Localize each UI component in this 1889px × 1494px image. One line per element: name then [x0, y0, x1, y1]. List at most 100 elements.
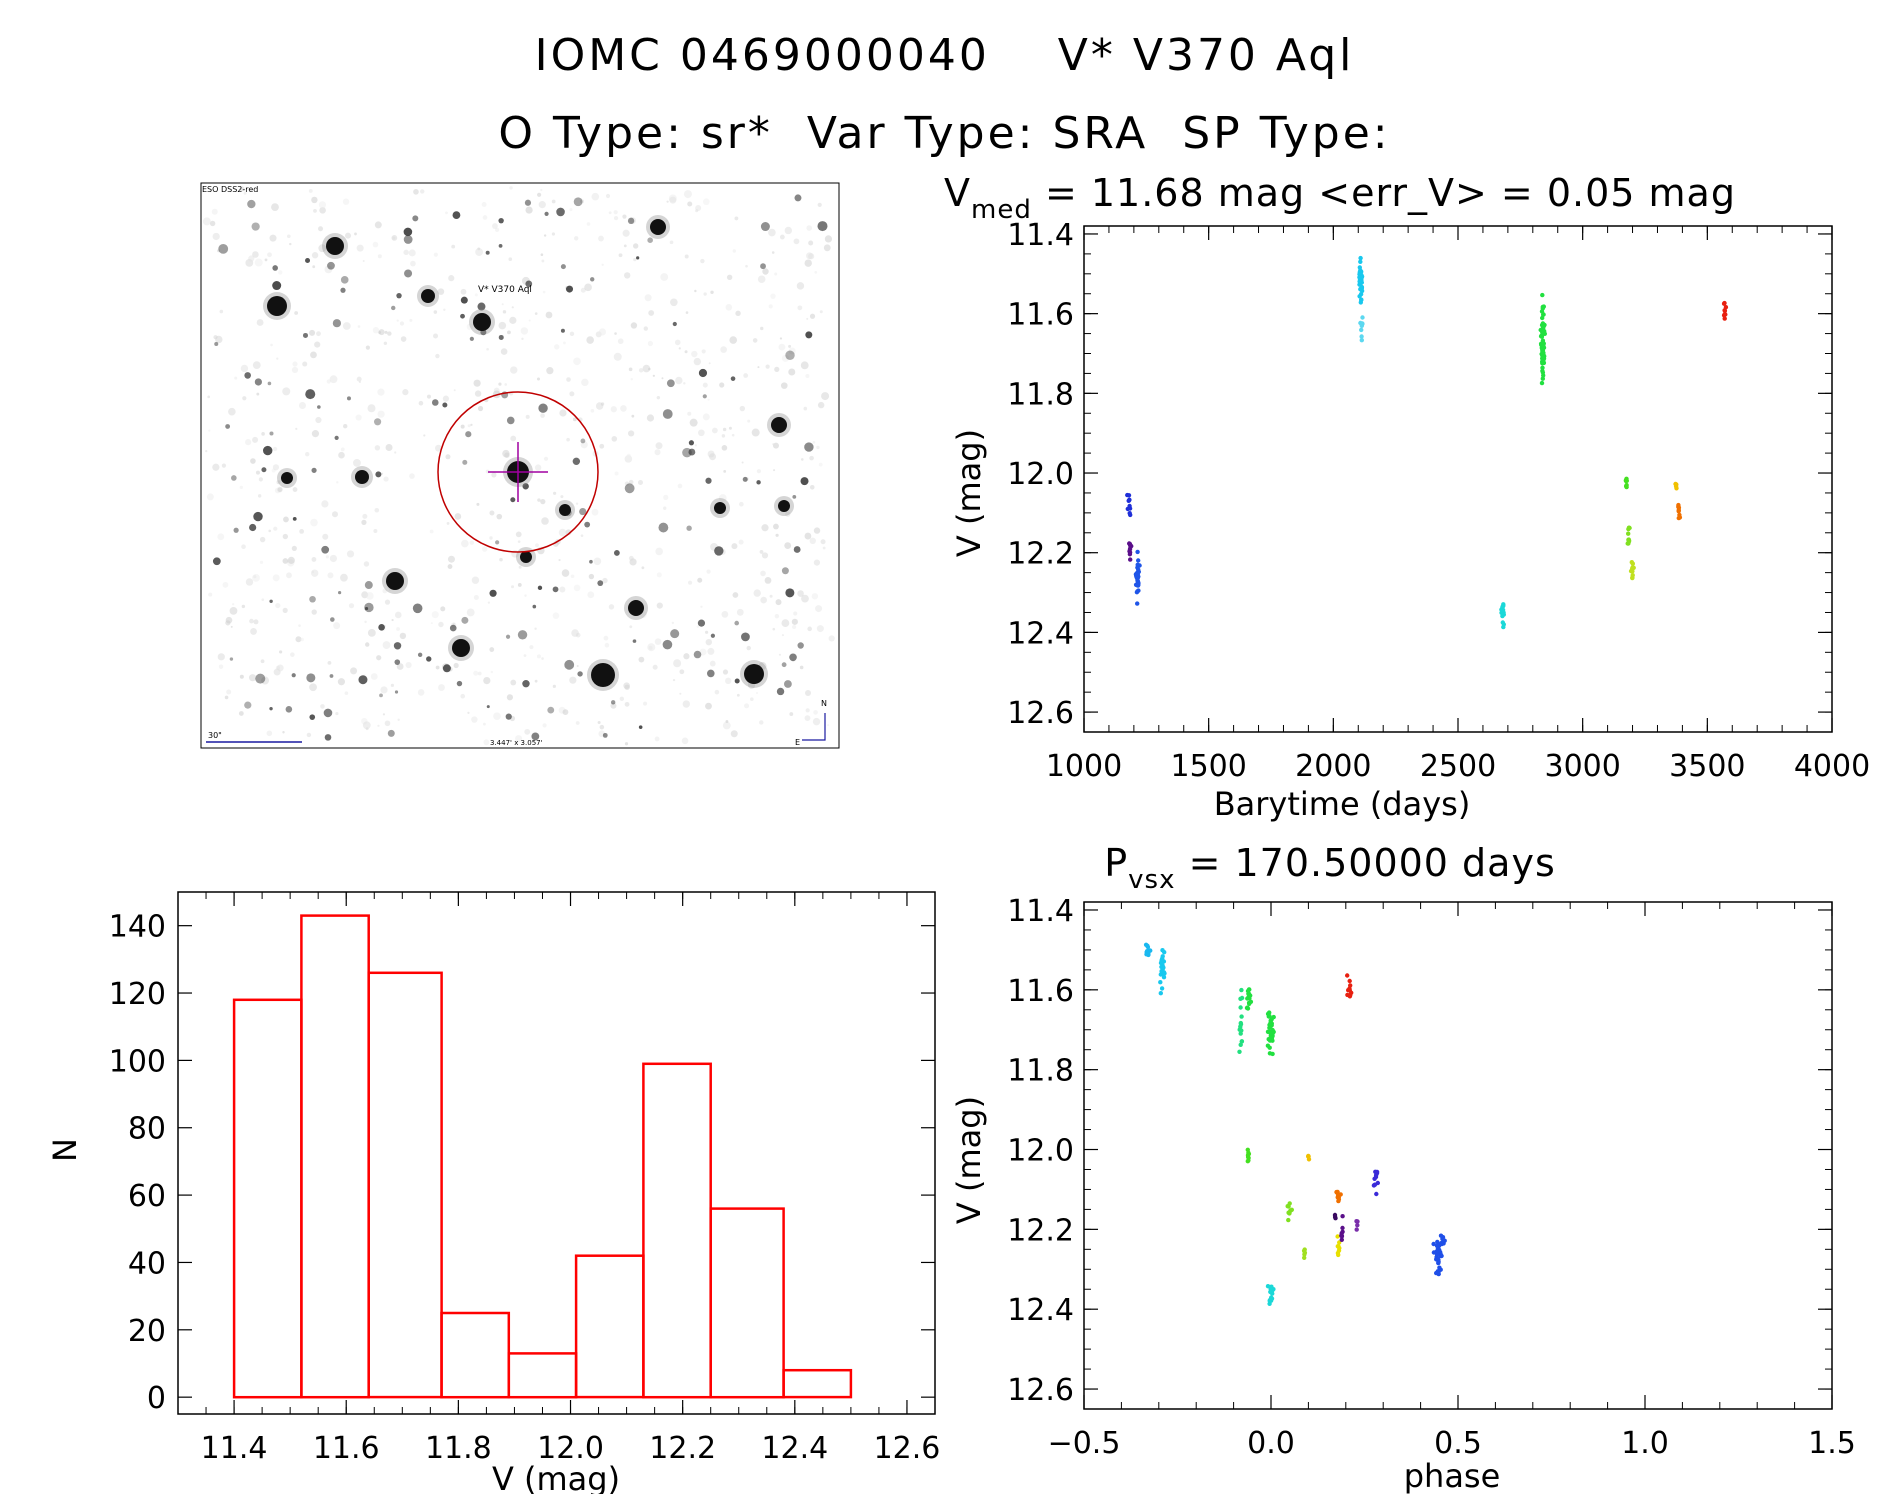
star [610, 700, 616, 705]
star [485, 250, 490, 255]
sky-noise [373, 528, 378, 533]
histogram-bar [642, 1062, 712, 1399]
sky-noise [266, 730, 273, 737]
sky-noise [509, 186, 513, 190]
phased-point [1340, 1225, 1345, 1231]
sky-noise [602, 577, 608, 584]
sky-noise [628, 555, 634, 561]
lightcurve-panel: Vmed = 11.68 mag <err_V> = 0.05 mag 1000… [944, 171, 1870, 823]
histogram-bar [574, 1254, 645, 1399]
sky-noise [260, 659, 265, 664]
sky-noise [774, 366, 780, 372]
sky-noise [598, 328, 607, 336]
lightcurve-point [1676, 507, 1682, 513]
sky-noise [643, 326, 648, 331]
sky-noise [287, 556, 295, 564]
sky-noise [276, 664, 284, 672]
lightcurve-point [1677, 515, 1683, 520]
lightcurve-point [1722, 308, 1727, 313]
phased-point [1436, 1259, 1441, 1264]
phased-ytick-label: 12.4 [1007, 1293, 1074, 1328]
sky-noise [665, 219, 668, 222]
sky-noise [245, 439, 252, 446]
histogram-ytick-label: 120 [109, 977, 166, 1012]
sky-noise [700, 258, 705, 264]
sky-noise [778, 653, 781, 656]
sky-noise [362, 260, 365, 263]
star [346, 396, 351, 401]
bright-star [267, 296, 287, 316]
sky-noise [259, 536, 266, 543]
sky-noise [378, 329, 385, 336]
sky-noise [221, 463, 227, 468]
sky-noise [702, 413, 710, 421]
phased-point [1158, 960, 1164, 966]
sky-noise [202, 217, 211, 226]
north-label: N [821, 699, 827, 708]
sky-noise [310, 351, 317, 359]
sky-noise [362, 721, 371, 730]
sky-noise [261, 598, 265, 602]
sky-noise [691, 350, 698, 358]
sky-noise [268, 529, 272, 533]
sky-noise [671, 621, 675, 625]
sky-noise [623, 244, 627, 248]
sky-noise [543, 234, 547, 237]
sky-noise [396, 663, 404, 670]
sky-noise [383, 476, 389, 482]
lightcurve-point [1359, 297, 1364, 303]
histogram-bars [232, 914, 853, 1399]
lightcurve-points [1125, 255, 1729, 630]
phased-point [1158, 980, 1163, 985]
sky-noise [590, 408, 595, 413]
sky-noise [815, 605, 823, 613]
sky-noise [454, 513, 462, 520]
sky-noise [490, 670, 494, 674]
sky-noise [289, 242, 292, 246]
phased-point [1270, 1038, 1275, 1043]
sky-noise [663, 494, 669, 500]
phased-point [1339, 1237, 1345, 1243]
sky-noise [685, 311, 689, 314]
phased-point [1143, 942, 1149, 947]
sky-noise [660, 273, 669, 281]
star [387, 729, 395, 737]
sky-noise [706, 569, 711, 574]
star [306, 673, 316, 683]
sky-noise [447, 564, 453, 569]
sky-noise [624, 684, 630, 690]
star [212, 557, 221, 566]
lightcurve-point [1136, 567, 1141, 572]
sky-noise [674, 339, 681, 346]
sky-noise [654, 449, 661, 456]
lightcurve-point [1126, 493, 1132, 498]
sky-noise [663, 506, 667, 510]
star [375, 471, 382, 478]
sky-noise [687, 580, 693, 585]
sky-noise [241, 604, 246, 609]
phased-point [1285, 1204, 1290, 1209]
sky-noise [817, 202, 822, 207]
sky-noise [311, 609, 317, 615]
sky-noise [501, 303, 504, 306]
sky-noise [399, 632, 407, 640]
phased-ytick-label: 11.4 [1007, 894, 1074, 929]
star [394, 690, 399, 694]
sky-noise [320, 704, 325, 709]
lightcurve-point [1626, 537, 1631, 542]
sky-noise [751, 428, 760, 437]
phased-point [1246, 1151, 1252, 1157]
compass-arrows [802, 713, 826, 741]
sky-noise [775, 533, 779, 537]
sky-noise [631, 414, 635, 418]
sky-noise [245, 578, 254, 586]
sky-noise [215, 335, 223, 344]
sky-noise [208, 429, 211, 432]
star [417, 652, 423, 658]
sky-noise [448, 275, 455, 282]
histogram-xtick-label: 11.8 [425, 1431, 492, 1466]
sky-noise [534, 312, 538, 315]
sky-noise [721, 610, 729, 618]
sky-noise [599, 443, 605, 449]
lightcurve-point [1500, 620, 1506, 625]
